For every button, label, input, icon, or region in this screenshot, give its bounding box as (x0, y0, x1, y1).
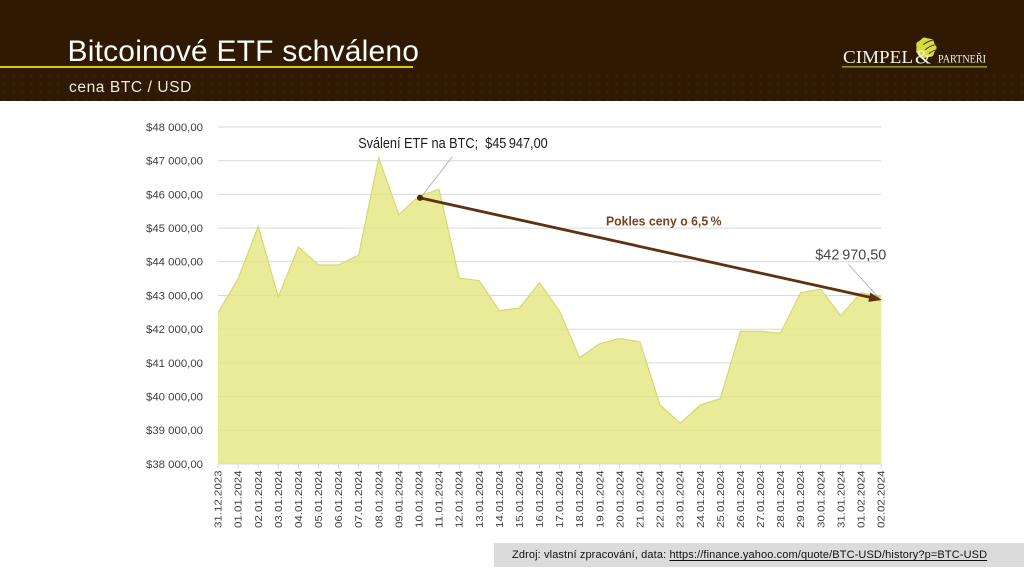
svg-text:05.01.2024: 05.01.2024 (314, 470, 325, 528)
svg-text:$42 000,00: $42 000,00 (146, 324, 203, 336)
svg-text:08.01.2024: 08.01.2024 (374, 470, 385, 528)
svg-text:01.01.2024: 01.01.2024 (234, 470, 245, 528)
svg-text:31.01.2024: 31.01.2024 (836, 470, 847, 528)
svg-text:29.01.2024: 29.01.2024 (796, 470, 807, 528)
svg-text:12.01.2024: 12.01.2024 (455, 470, 466, 528)
svg-text:28.01.2024: 28.01.2024 (776, 470, 787, 528)
svg-text:$38 000,00: $38 000,00 (146, 459, 203, 471)
svg-text:13.01.2024: 13.01.2024 (475, 470, 486, 528)
svg-text:09.01.2024: 09.01.2024 (394, 470, 405, 528)
svg-text:10.01.2024: 10.01.2024 (415, 470, 426, 528)
svg-text:03.01.2024: 03.01.2024 (274, 470, 285, 528)
svg-text:Sválení ETF na BTC; $45 947,0: Sválení ETF na BTC; $45 947,00 (358, 135, 548, 152)
svg-text:31.12.2023: 31.12.2023 (214, 470, 225, 528)
svg-text:16.01.2024: 16.01.2024 (535, 470, 546, 528)
svg-text:11.01.2024: 11.01.2024 (435, 470, 446, 528)
svg-text:Pokles ceny o 6,5 %: Pokles ceny o 6,5 % (606, 214, 722, 229)
svg-text:$44 000,00: $44 000,00 (146, 257, 203, 269)
svg-text:$41 000,00: $41 000,00 (146, 358, 203, 370)
svg-text:25.01.2024: 25.01.2024 (716, 470, 727, 528)
svg-text:04.01.2024: 04.01.2024 (294, 470, 305, 528)
svg-text:17.01.2024: 17.01.2024 (555, 470, 566, 528)
svg-text:PARTNEŘI: PARTNEŘI (938, 52, 986, 66)
svg-text:$45 000,00: $45 000,00 (146, 223, 203, 235)
svg-text:27.01.2024: 27.01.2024 (756, 470, 767, 528)
svg-text:01.02.2024: 01.02.2024 (857, 470, 868, 528)
svg-text:07.01.2024: 07.01.2024 (354, 470, 365, 528)
svg-text:02.02.2024: 02.02.2024 (877, 470, 888, 528)
svg-text:21.01.2024: 21.01.2024 (636, 470, 647, 528)
svg-text:$43 000,00: $43 000,00 (146, 290, 203, 302)
svg-text:02.01.2024: 02.01.2024 (254, 470, 265, 528)
svg-text:19.01.2024: 19.01.2024 (595, 470, 606, 528)
svg-text:15.01.2024: 15.01.2024 (515, 470, 526, 528)
svg-text:23.01.2024: 23.01.2024 (676, 470, 687, 528)
svg-text:26.01.2024: 26.01.2024 (736, 470, 747, 528)
svg-text:$42 970,50: $42 970,50 (815, 248, 886, 264)
svg-text:$47 000,00: $47 000,00 (146, 156, 203, 168)
svg-text:&: & (915, 47, 931, 69)
svg-text:$48 000,00: $48 000,00 (146, 122, 203, 134)
svg-text:14.01.2024: 14.01.2024 (495, 470, 506, 528)
svg-text:$46 000,00: $46 000,00 (146, 189, 203, 201)
svg-text:06.01.2024: 06.01.2024 (334, 470, 345, 528)
svg-text:18.01.2024: 18.01.2024 (575, 470, 586, 528)
svg-text:$40 000,00: $40 000,00 (146, 392, 203, 404)
svg-text:24.01.2024: 24.01.2024 (696, 470, 707, 528)
svg-text:20.01.2024: 20.01.2024 (615, 470, 626, 528)
svg-text:30.01.2024: 30.01.2024 (816, 470, 827, 528)
svg-text:22.01.2024: 22.01.2024 (656, 470, 667, 528)
svg-text:CIMPEL: CIMPEL (843, 47, 913, 67)
svg-text:$39 000,00: $39 000,00 (146, 425, 203, 437)
